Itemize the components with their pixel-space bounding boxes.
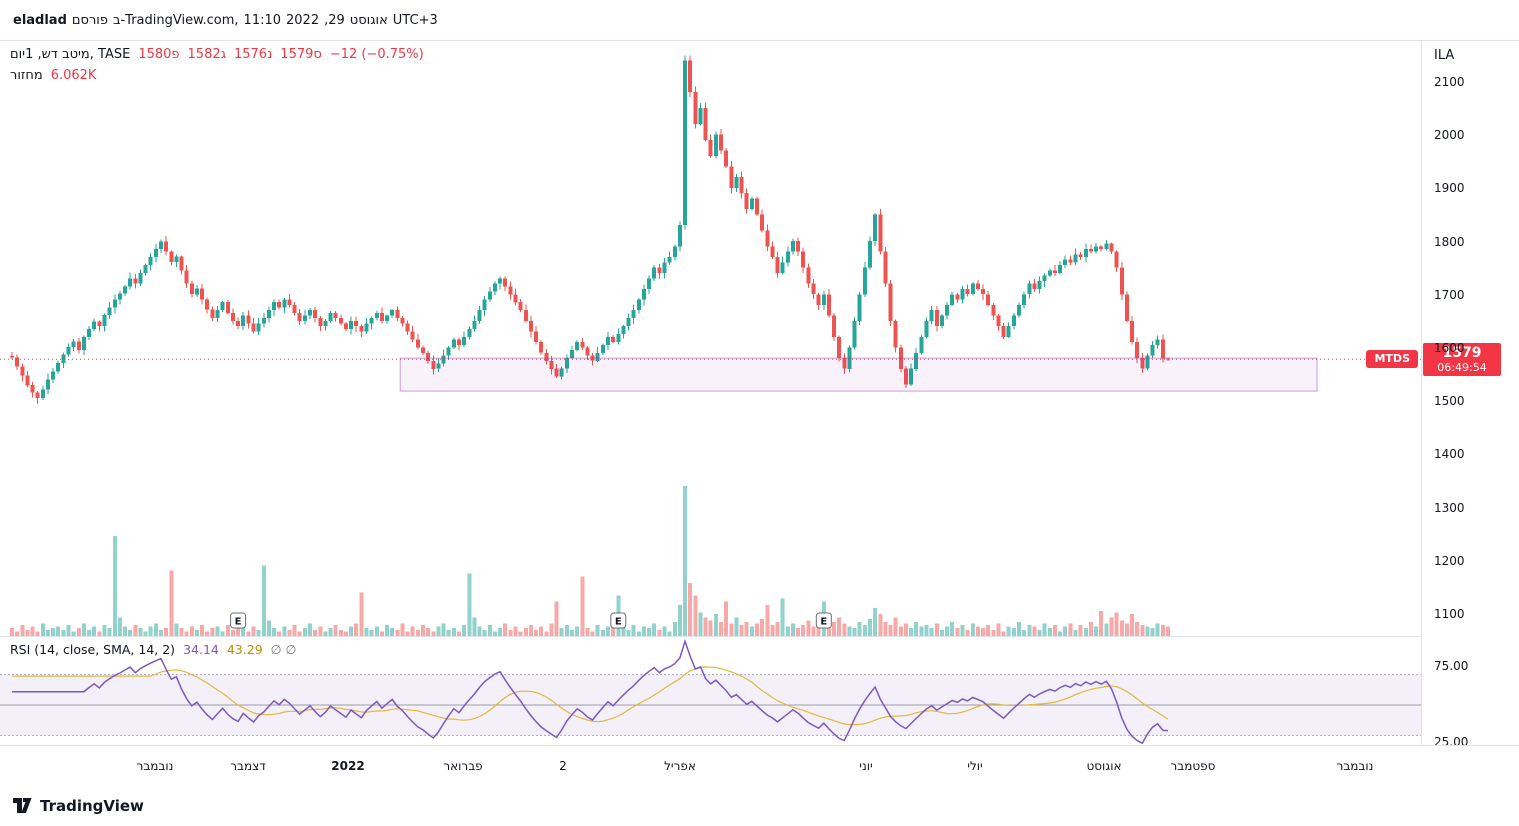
chart-area[interactable]: E E E מיטב דש, 1יום, TASE פ1580 ג1582 נ157… — [0, 40, 1519, 749]
time-axis-label: נובמבר — [1336, 759, 1374, 773]
time-axis-label: 2022 — [331, 759, 365, 773]
tradingview-logo[interactable] — [13, 797, 32, 814]
publish-text-1: פורסם — [71, 12, 108, 28]
rsi-ma-line — [12, 666, 1169, 726]
time-axis[interactable]: נובמבר דצמבר 2022 פברואר 2 אפריל יוני יולי אוגוס… — [0, 745, 1519, 785]
open-value: פ1580 — [138, 47, 180, 62]
time-axis-label: נובמבר — [136, 759, 174, 773]
publish-timezone: UTC+3 — [392, 12, 438, 28]
change-value: −12 (−0.75%) — [329, 47, 424, 62]
price-tick: 1100 — [1434, 607, 1465, 621]
rsi-line — [12, 638, 1169, 745]
price-axis[interactable]: ILA 1579 06:49:54 2100 2000 1900 1800 1700 16… — [1421, 41, 1519, 749]
publish-time: 11:10 — [243, 12, 282, 28]
footer: TradingView — [0, 785, 1519, 826]
rsi-ma-value: 43.29 — [226, 642, 263, 657]
time-axis-label: 2 — [559, 759, 567, 773]
last-price-tag: 1579 06:49:54 — [1423, 343, 1501, 377]
earnings-marker[interactable]: E — [815, 612, 832, 629]
price-tick: 1300 — [1434, 500, 1465, 515]
drawing-rectangle-zone — [399, 357, 1318, 392]
volume-value: 6.062K — [50, 68, 97, 83]
price-tick: 2000 — [1434, 128, 1465, 143]
price-tick: 1700 — [1434, 287, 1465, 302]
rsi-pane[interactable]: RSI (14, close, SMA, 14, 2) 34.14 43.29 … — [0, 636, 1421, 746]
volume-bars — [10, 486, 1170, 636]
publish-day: ,29 — [324, 12, 345, 28]
symbol-title[interactable]: מיטב דש, 1יום, TASE — [10, 47, 131, 62]
publish-info: eladlad פורסם ב-TradingView.com, 11:10 2… — [0, 0, 1519, 40]
publish-month: אוגוסט — [349, 12, 388, 28]
earnings-marker[interactable]: E — [230, 612, 247, 629]
price-tick: 1400 — [1434, 447, 1465, 462]
time-axis-label: פברואר — [443, 759, 483, 773]
svg-text:E: E — [235, 617, 242, 628]
brand-name[interactable]: TradingView — [40, 796, 144, 815]
price-tick: 1200 — [1434, 553, 1465, 568]
rsi-tick: 75.00 — [1434, 659, 1469, 673]
time-axis-label: דצמבר — [230, 759, 266, 773]
rsi-title[interactable]: RSI (14, close, SMA, 14, 2) — [10, 642, 176, 657]
bar-countdown: 06:49:54 — [1437, 361, 1487, 375]
high-value: ג1582 — [187, 47, 226, 62]
symbol-legend: מיטב דש, 1יום, TASE פ1580 ג1582 נ1576 ס1… — [10, 47, 424, 89]
symbol-price-label: MTDS — [1366, 350, 1418, 369]
low-value: נ1576 — [233, 47, 273, 62]
svg-text:E: E — [615, 617, 622, 628]
publish-year: 2022 — [286, 12, 320, 28]
price-tick: 1500 — [1434, 394, 1465, 409]
time-axis-label: יולי — [967, 759, 983, 773]
time-axis-label: אפריל — [664, 759, 696, 773]
currency-label: ILA — [1434, 48, 1455, 63]
author-name: eladlad — [13, 12, 67, 28]
price-tick: 1600 — [1434, 341, 1465, 355]
last-price: 1579 — [1442, 345, 1482, 362]
price-tick: 2100 — [1434, 75, 1465, 89]
price-tick: 1900 — [1434, 181, 1465, 196]
rsi-value: 34.14 — [183, 642, 219, 657]
rsi-legend: RSI (14, close, SMA, 14, 2) 34.14 43.29 … — [10, 642, 296, 657]
time-axis-label: יוני — [859, 759, 873, 773]
time-axis-label: אוגוסט — [1086, 759, 1122, 773]
time-axis-label: ספטמבר — [1170, 759, 1216, 773]
svg-text:E: E — [820, 617, 827, 628]
rsi-placeholder-values: ∅ ∅ — [270, 642, 297, 657]
price-tick: 1800 — [1434, 234, 1465, 249]
rsi-chart[interactable] — [0, 637, 1421, 747]
candles — [10, 55, 1170, 404]
publish-text-2: ב-TradingView.com, — [112, 12, 239, 28]
volume-label[interactable]: מחזור — [10, 68, 43, 83]
close-value: ס1579 — [280, 47, 322, 62]
earnings-marker[interactable]: E — [610, 612, 627, 629]
